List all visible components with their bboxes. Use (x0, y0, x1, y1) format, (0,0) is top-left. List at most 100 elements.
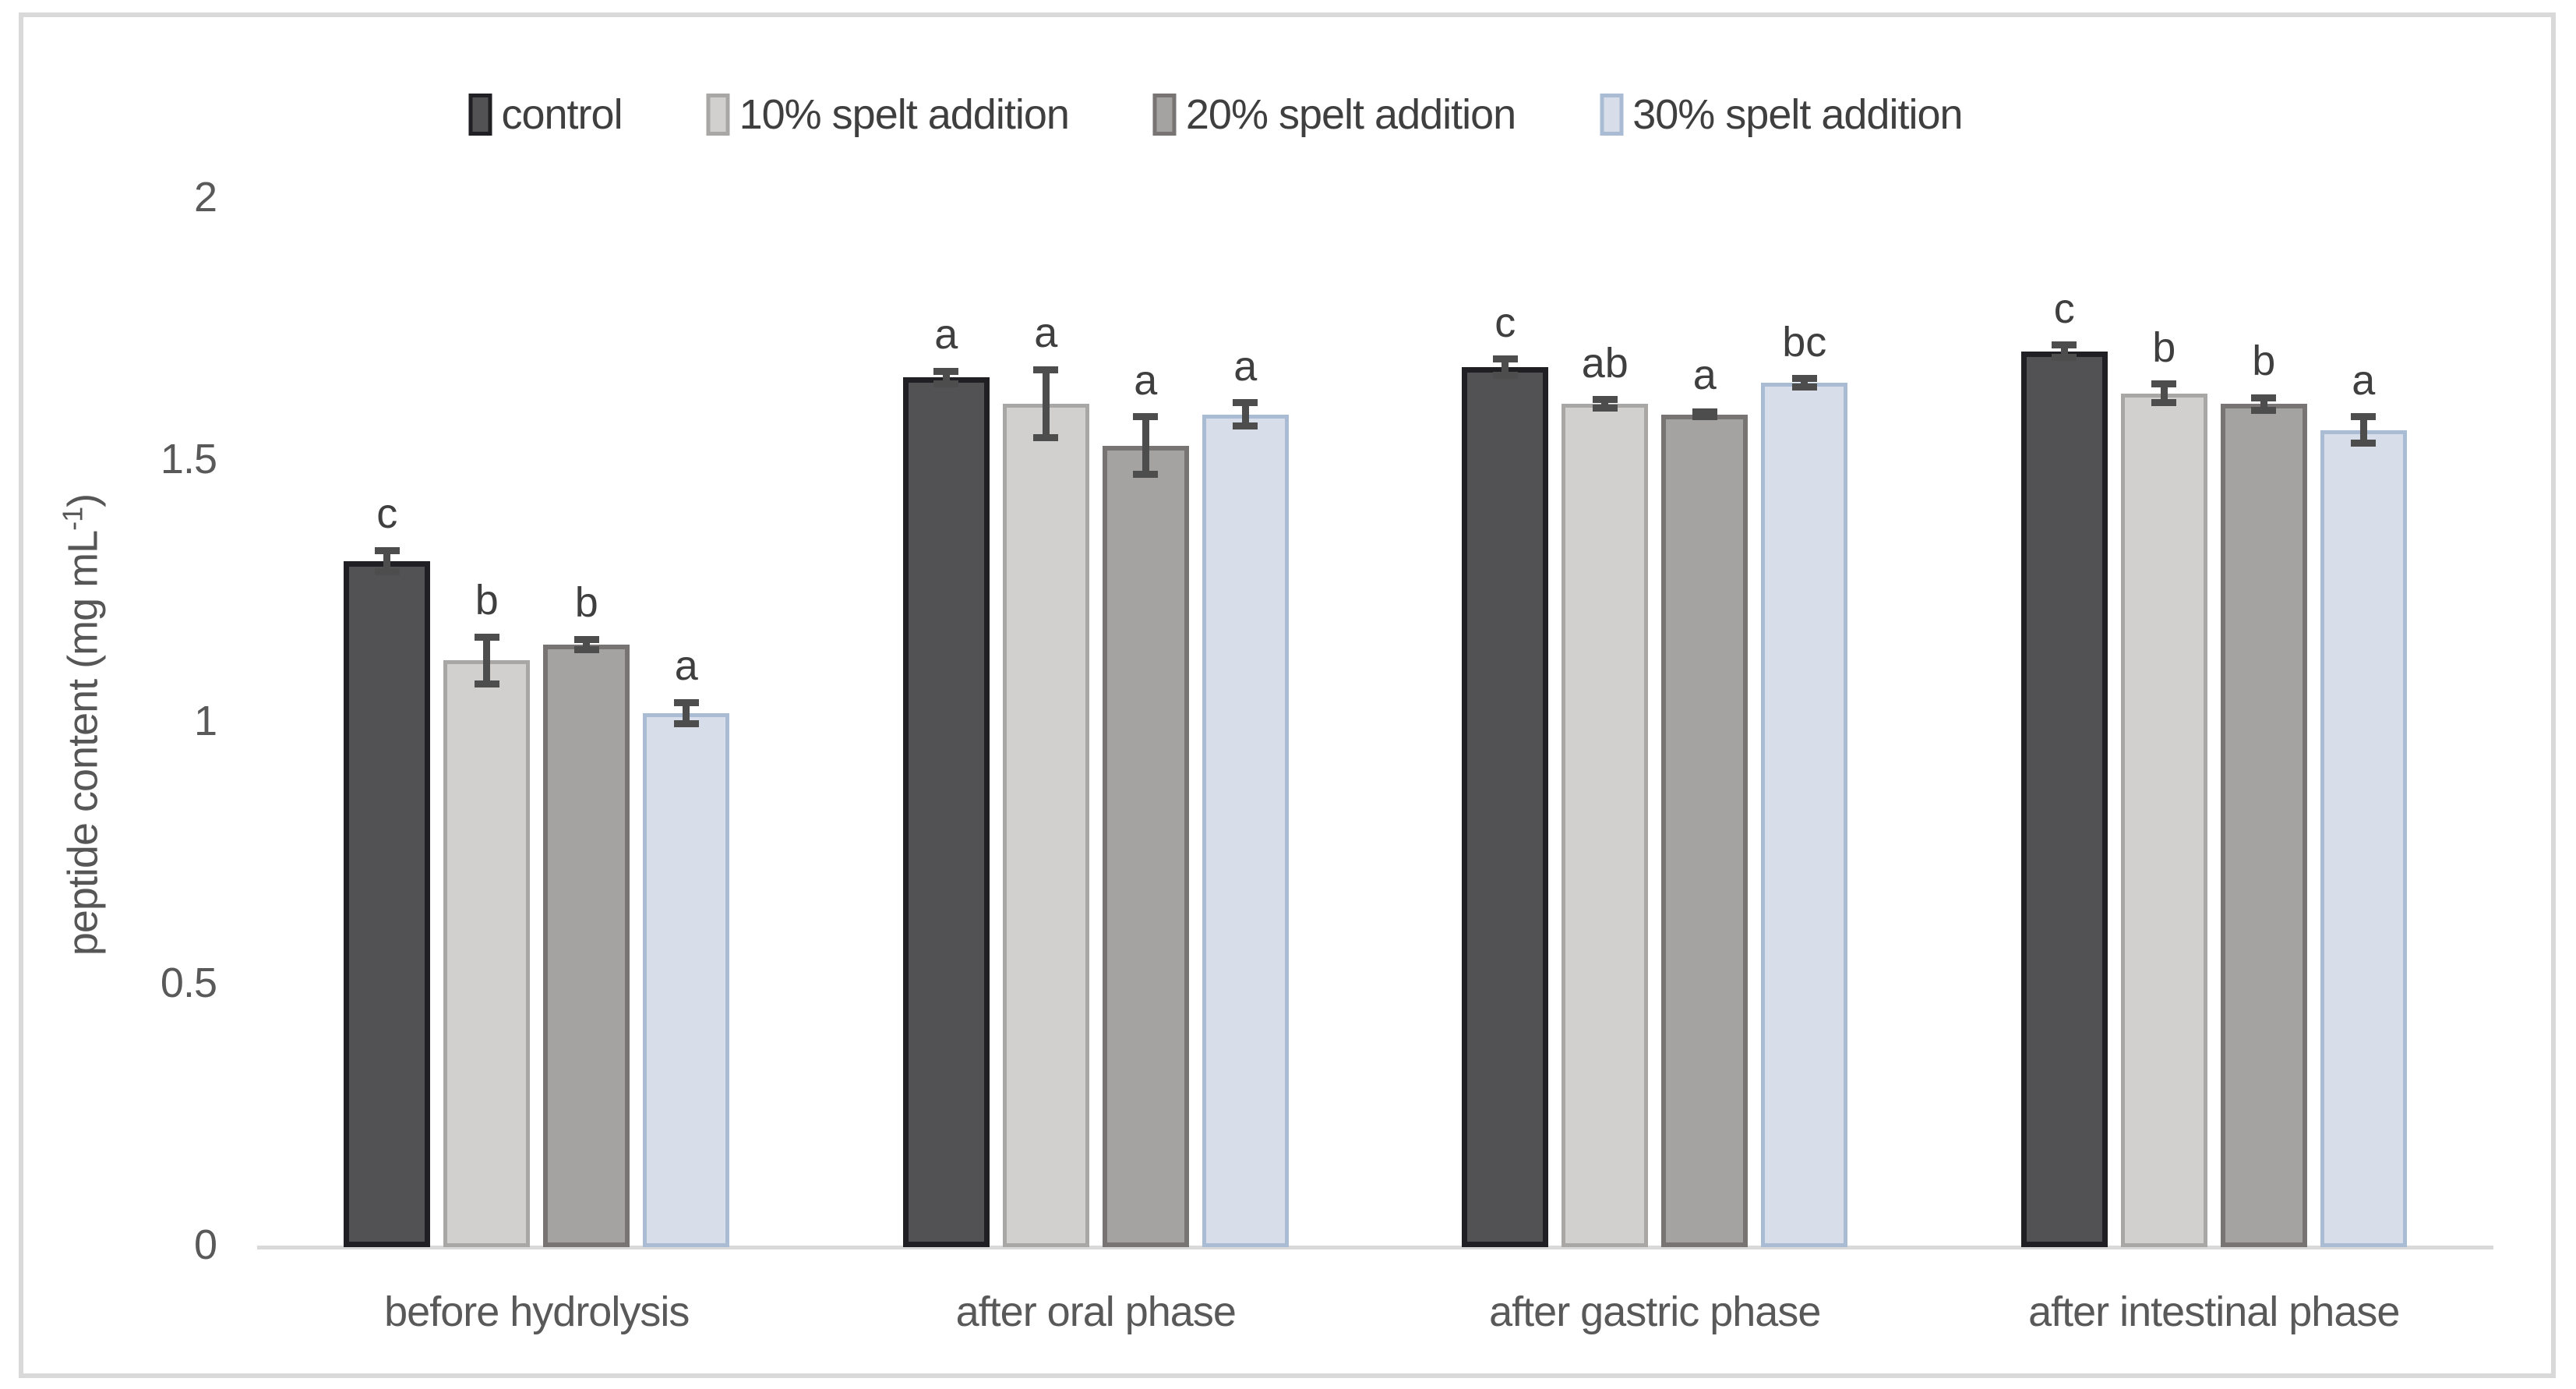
x-axis-line (257, 1246, 2493, 1249)
category-label: after gastric phase (1489, 1288, 1821, 1335)
error-bar-stem (1501, 359, 1509, 376)
error-bar-cap-top (1592, 396, 1618, 404)
error-bar-cap-bottom (1692, 413, 1717, 421)
legend-item: 10% spelt addition (706, 90, 1070, 139)
significance-letter: a (2352, 356, 2376, 404)
y-axis-title-superscript: -1 (56, 507, 89, 531)
significance-letter: c (376, 490, 398, 538)
error-bar-cap-bottom (1492, 371, 1518, 379)
bar (1202, 414, 1289, 1247)
error-bar-stem (1241, 402, 1249, 426)
error-bar-cap-top (474, 633, 499, 641)
significance-letter: a (1233, 342, 1258, 390)
error-bar-cap-top (374, 546, 400, 554)
error-bar-cap-top (1133, 413, 1159, 421)
legend-swatch (468, 94, 492, 136)
significance-letter: a (1134, 356, 1158, 404)
y-axis-title-close: ) (59, 493, 107, 507)
legend-label: 10% spelt addition (739, 91, 1070, 138)
error-bar-cap-top (573, 635, 599, 643)
error-bar-cap-top (1033, 366, 1059, 373)
significance-letter: a (1034, 309, 1058, 357)
error-bar-cap-bottom (573, 646, 599, 654)
y-tick-label: 1 (193, 698, 217, 744)
error-bar-cap-top (1492, 355, 1518, 363)
error-bar-cap-top (2351, 413, 2377, 421)
y-tick-label: 1.5 (160, 436, 217, 482)
error-bar-cap-bottom (2052, 354, 2077, 362)
legend-swatch (706, 94, 730, 136)
error-bar-cap-top (2151, 380, 2177, 388)
error-bar-stem (583, 639, 591, 650)
significance-letter: b (475, 577, 499, 624)
error-bar-cap-top (2251, 394, 2277, 401)
significance-letter: a (1692, 352, 1717, 399)
error-bar-cap-bottom (933, 380, 959, 388)
bar (2120, 393, 2207, 1247)
error-bar-cap-bottom (673, 719, 699, 727)
bar (1102, 445, 1189, 1247)
significance-letter: b (574, 579, 598, 627)
category-label: after oral phase (955, 1288, 1237, 1335)
error-bar-stem (1801, 378, 1808, 387)
error-bar-cap-top (1791, 375, 1817, 383)
bar (344, 560, 431, 1247)
bar (902, 377, 990, 1247)
error-bar-stem (2260, 398, 2267, 411)
error-bar-stem (2359, 416, 2367, 444)
bar (1002, 404, 1089, 1247)
error-bar-stem (2060, 345, 2068, 358)
error-bar-cap-bottom (1033, 434, 1059, 442)
error-bar-cap-bottom (1791, 383, 1817, 391)
error-bar-cap-top (1692, 408, 1717, 415)
significance-letter: a (674, 642, 698, 690)
error-bar-cap-top (933, 367, 959, 375)
error-bar-stem (1142, 416, 1149, 475)
legend-swatch (1152, 94, 1177, 136)
error-bar-stem (1042, 369, 1050, 438)
bar (1462, 367, 1549, 1247)
category-label: after intestinal phase (2028, 1288, 2400, 1335)
bar (2320, 429, 2407, 1247)
error-bar-cap-bottom (2251, 406, 2277, 414)
legend: control 10% spelt addition 20% spelt addit… (468, 90, 1964, 139)
legend-item: 20% spelt addition (1152, 90, 1516, 139)
error-bar-cap-top (1233, 399, 1258, 407)
error-bar-cap-bottom (1133, 471, 1159, 479)
significance-letter: b (2152, 323, 2176, 371)
error-bar-stem (2160, 383, 2168, 403)
bar (2220, 404, 2307, 1247)
error-bar-cap-bottom (2351, 439, 2377, 447)
bar (1561, 404, 1649, 1247)
error-bar-cap-bottom (374, 567, 400, 575)
significance-letter: ab (1581, 339, 1629, 387)
bar (1661, 414, 1749, 1247)
legend-swatch (1600, 94, 1624, 136)
y-tick-label: 0.5 (160, 960, 217, 1006)
error-bar-cap-bottom (1592, 404, 1618, 412)
legend-item: control (468, 90, 623, 139)
bar (543, 645, 630, 1247)
error-bar-cap-bottom (1233, 422, 1258, 429)
error-bar-cap-top (673, 698, 699, 706)
bar (443, 660, 531, 1247)
significance-letter: c (2053, 285, 2075, 332)
category-label: before hydrolysis (384, 1288, 690, 1335)
significance-letter: bc (1782, 318, 1827, 366)
error-bar-stem (383, 550, 391, 572)
error-bar-cap-bottom (474, 680, 499, 688)
bar (643, 712, 730, 1247)
legend-label: 30% spelt addition (1632, 91, 1963, 138)
y-tick-label: 0 (193, 1221, 217, 1268)
error-bar-cap-bottom (2151, 399, 2177, 407)
legend-label: control (501, 91, 623, 138)
legend-item: 30% spelt addition (1600, 90, 1964, 139)
significance-letter: a (934, 311, 958, 359)
error-bar-cap-top (2052, 341, 2077, 349)
significance-letter: b (2252, 338, 2276, 385)
bar (2020, 351, 2108, 1247)
significance-letter: c (1494, 299, 1516, 346)
error-bar-stem (483, 637, 491, 684)
error-bar-stem (942, 371, 950, 384)
